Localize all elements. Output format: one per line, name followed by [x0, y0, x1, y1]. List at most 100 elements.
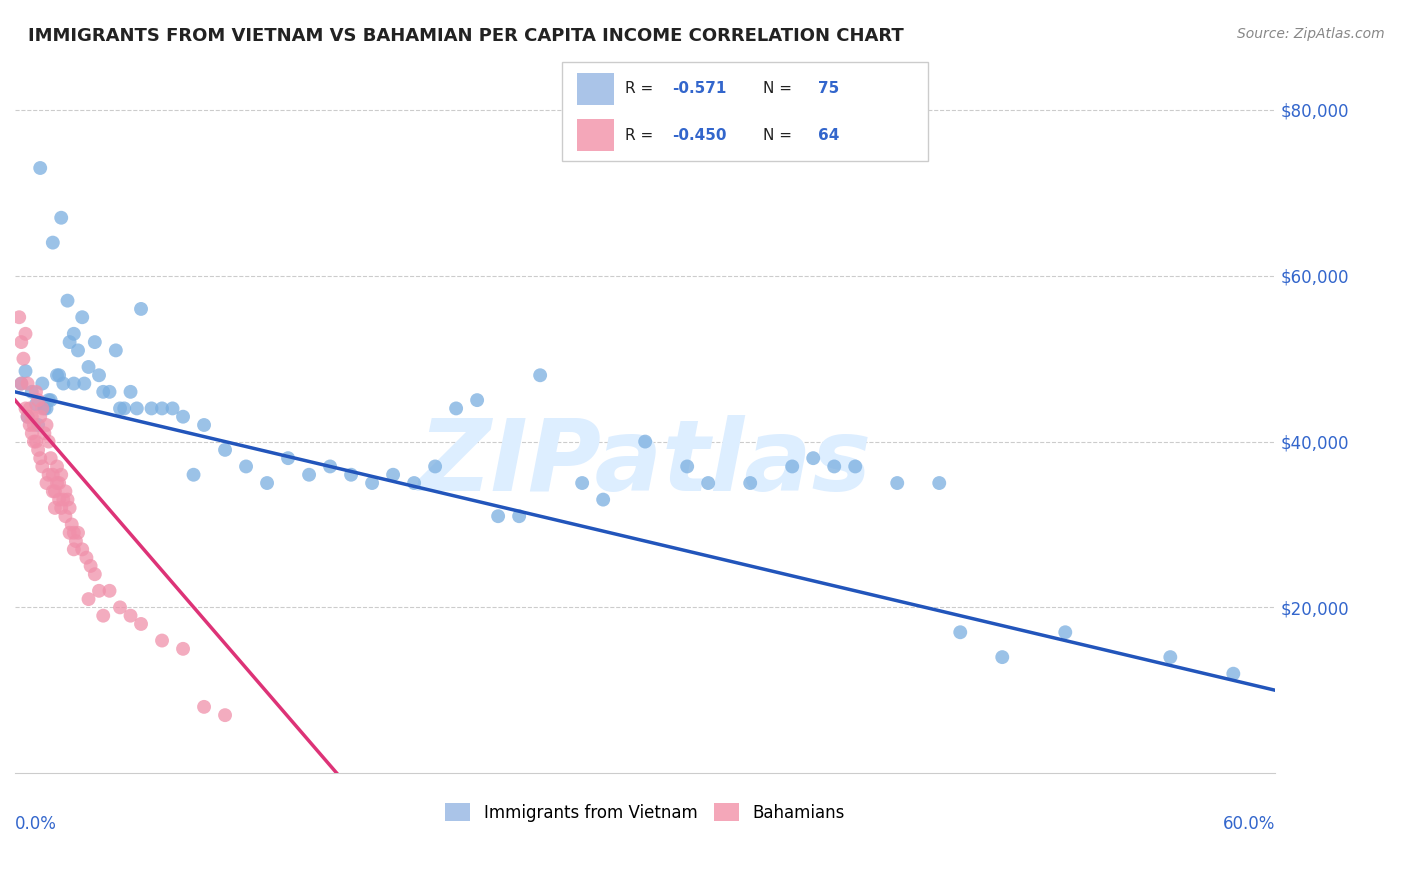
Point — [34, 401, 56, 416]
Point — [529, 368, 551, 383]
Point — [35, 476, 58, 491]
Point — [13, 351, 35, 366]
Point — [27, 442, 49, 457]
Point — [63, 376, 86, 391]
Text: -0.571: -0.571 — [672, 81, 727, 96]
Point — [676, 459, 699, 474]
Point — [740, 476, 762, 491]
Point — [780, 459, 803, 474]
Point — [697, 476, 720, 491]
Text: N =: N = — [763, 128, 797, 143]
Point — [17, 376, 39, 391]
Point — [21, 409, 44, 424]
Point — [42, 484, 65, 499]
Point — [340, 467, 363, 482]
Point — [59, 500, 82, 515]
Point — [14, 326, 37, 341]
Text: R =: R = — [624, 128, 658, 143]
Point — [52, 492, 75, 507]
Point — [51, 467, 73, 482]
Point — [66, 525, 89, 540]
Point — [150, 401, 173, 416]
Point — [22, 434, 45, 449]
Point — [108, 600, 131, 615]
Point — [83, 567, 105, 582]
Point — [22, 417, 45, 432]
Point — [444, 401, 467, 416]
Point — [928, 476, 950, 491]
Point — [125, 401, 148, 416]
Point — [1159, 650, 1181, 665]
Point — [10, 335, 32, 350]
Point — [63, 326, 86, 341]
Point — [46, 476, 69, 491]
Text: ZIPatlas: ZIPatlas — [419, 415, 872, 512]
Point — [75, 550, 97, 565]
Point — [70, 542, 93, 557]
Point — [56, 293, 79, 308]
Point — [14, 401, 37, 416]
Point — [571, 476, 593, 491]
Point — [38, 434, 60, 449]
Point — [30, 451, 52, 466]
Point — [1054, 625, 1077, 640]
Point — [172, 641, 194, 656]
Point — [31, 401, 53, 416]
Point — [55, 484, 77, 499]
Point — [87, 368, 110, 383]
Point — [634, 434, 657, 449]
Point — [98, 583, 121, 598]
Point — [162, 401, 184, 416]
Point — [150, 633, 173, 648]
Point — [949, 625, 972, 640]
Point — [91, 608, 114, 623]
Point — [823, 459, 845, 474]
Point — [18, 417, 41, 432]
Legend: Immigrants from Vietnam, Bahamians: Immigrants from Vietnam, Bahamians — [439, 797, 852, 829]
Text: Source: ZipAtlas.com: Source: ZipAtlas.com — [1237, 27, 1385, 41]
Point — [10, 376, 32, 391]
Point — [486, 509, 509, 524]
Point — [991, 650, 1014, 665]
Point — [59, 525, 82, 540]
Point — [17, 409, 39, 424]
Point — [39, 451, 62, 466]
Point — [46, 368, 69, 383]
Point — [55, 509, 77, 524]
Text: -0.450: -0.450 — [672, 128, 727, 143]
Point — [382, 467, 405, 482]
Point — [214, 708, 236, 723]
Text: 64: 64 — [818, 128, 839, 143]
Point — [52, 376, 75, 391]
Point — [39, 393, 62, 408]
Point — [38, 393, 60, 408]
Point — [83, 335, 105, 350]
Point — [98, 384, 121, 399]
Point — [91, 384, 114, 399]
Point — [42, 467, 65, 482]
Point — [35, 401, 58, 416]
Point — [423, 459, 446, 474]
Point — [10, 376, 32, 391]
Point — [592, 492, 614, 507]
Point — [63, 542, 86, 557]
Point — [34, 426, 56, 441]
Point — [193, 417, 215, 432]
Point — [8, 310, 31, 325]
Point — [235, 459, 257, 474]
Point — [508, 509, 530, 524]
Point — [298, 467, 321, 482]
Point — [14, 364, 37, 378]
Point — [77, 592, 100, 607]
Point — [56, 492, 79, 507]
Point — [319, 459, 342, 474]
Bar — [576, 73, 613, 104]
Point — [38, 467, 60, 482]
Point — [48, 368, 70, 383]
Point — [129, 301, 152, 316]
Point — [183, 467, 205, 482]
Point — [66, 343, 89, 358]
Point — [42, 235, 65, 250]
Point — [256, 476, 278, 491]
Point — [70, 310, 93, 325]
